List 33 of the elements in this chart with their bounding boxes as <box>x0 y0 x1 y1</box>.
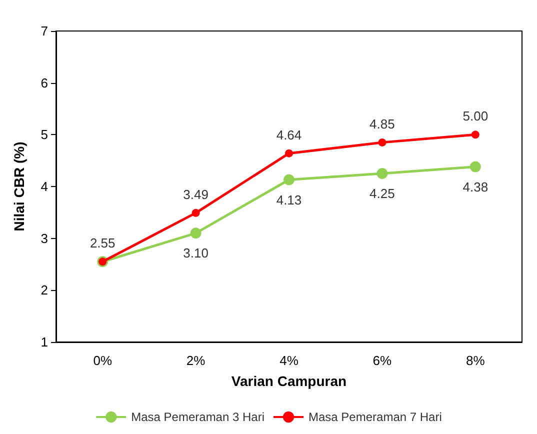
point <box>192 208 200 217</box>
x-tick-label: 4% <box>280 353 299 368</box>
x-tick-label: 0% <box>93 353 112 368</box>
point <box>471 130 480 139</box>
data-label: 4.64 <box>276 127 302 142</box>
x-axis-title: Varian Campuran <box>231 373 347 389</box>
data-label: 4.13 <box>276 192 302 208</box>
point <box>376 168 388 180</box>
x-tick-label: 6% <box>372 353 392 368</box>
data-label: 5.00 <box>462 108 488 124</box>
legend-label: Masa Pemeraman 7 Hari <box>308 410 442 424</box>
legend-label: Masa Pemeraman 3 Hari <box>131 410 265 424</box>
y-tick-label: 2 <box>40 282 48 298</box>
point <box>470 161 481 172</box>
y-tick-label: 1 <box>40 334 48 350</box>
x-tick-label: 2% <box>186 353 206 368</box>
data-label: 4.38 <box>462 179 488 194</box>
y-tick-label: 3 <box>40 230 48 246</box>
point <box>378 138 386 146</box>
point <box>190 228 202 239</box>
data-label: 3.10 <box>183 246 208 261</box>
y-tick-label: 5 <box>40 127 48 142</box>
data-label: 3.49 <box>183 186 208 202</box>
point <box>284 174 294 186</box>
point <box>285 149 293 158</box>
y-axis-title: Nilai CBR (%) <box>11 142 27 232</box>
y-tick-label: 6 <box>40 75 48 90</box>
x-tick-label: 8% <box>466 353 486 368</box>
y-tick-label: 7 <box>40 24 48 38</box>
data-label: 4.25 <box>370 186 395 202</box>
data-label: 2.55 <box>90 236 116 251</box>
data-label: 4.85 <box>370 116 395 132</box>
y-tick-label: 4 <box>40 179 48 194</box>
